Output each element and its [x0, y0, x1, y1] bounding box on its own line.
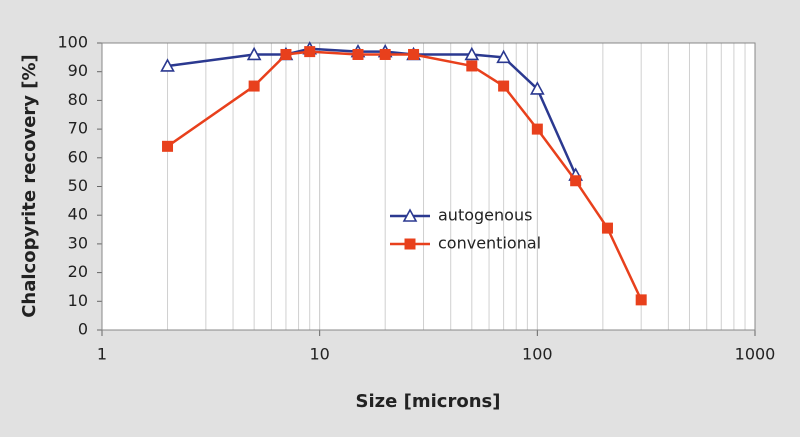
data-point: [280, 48, 292, 60]
x-tick-label: 1: [97, 345, 107, 364]
y-tick-label: 0: [78, 320, 88, 339]
y-tick-label: 100: [57, 33, 88, 52]
data-point: [379, 48, 391, 60]
y-tick-label: 10: [68, 291, 88, 310]
data-point: [464, 46, 480, 61]
y-tick-label: 70: [68, 119, 88, 138]
y-tick-label: 20: [68, 262, 88, 281]
data-point: [408, 48, 420, 60]
data-point: [248, 80, 260, 92]
data-point: [304, 46, 316, 58]
y-tick-label: 90: [68, 61, 88, 80]
y-tick-label: 80: [68, 90, 88, 109]
plot-frame: [101, 42, 756, 331]
x-tick-label: 1000: [735, 345, 776, 364]
legend-marker: [404, 238, 416, 250]
data-point: [352, 48, 364, 60]
data-point: [601, 222, 613, 234]
data-point: [246, 46, 262, 61]
data-point: [531, 123, 543, 135]
data-point: [635, 294, 647, 306]
data-point: [529, 81, 545, 95]
y-tick-label: 30: [68, 233, 88, 252]
data-point: [570, 175, 582, 187]
data-point: [160, 58, 175, 72]
data-point: [498, 80, 510, 92]
y-tick-label: 40: [68, 205, 88, 224]
x-axis-title: Size [microns]: [356, 391, 501, 412]
y-tick-label: 60: [68, 147, 88, 166]
y-tick-label: 50: [68, 176, 88, 195]
legend-label: autogenous: [438, 206, 532, 225]
y-axis-title: Chalcopyrite recovery [%]: [19, 54, 40, 318]
x-tick-label: 100: [522, 345, 553, 364]
data-point: [466, 60, 478, 72]
legend-label: conventional: [438, 234, 541, 253]
data-point: [496, 49, 511, 64]
x-tick-label: 10: [309, 345, 329, 364]
data-point: [162, 140, 174, 152]
legend-marker: [402, 208, 418, 222]
plot-area: [102, 43, 755, 330]
